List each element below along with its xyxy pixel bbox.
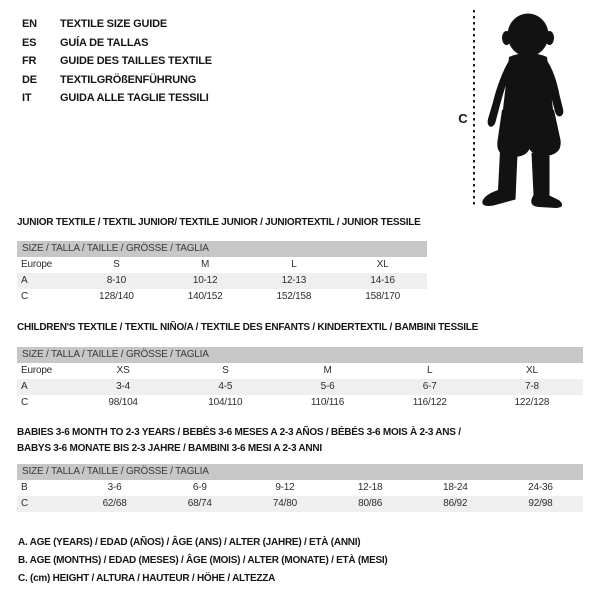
- language-row-es: ES GUÍA DE TALLAS: [22, 34, 212, 53]
- age-cell: 6-7: [422, 381, 437, 392]
- babies-section-title: BABIES 3-6 MONTH TO 2-3 YEARS / BEBÉS 3-…: [17, 425, 461, 457]
- age-cell: 12-13: [281, 275, 307, 286]
- age-cell: 10-12: [192, 275, 218, 286]
- footnote-age-years: A. AGE (YEARS) / EDAD (AÑOS) / ÂGE (ANS)…: [18, 537, 361, 548]
- size-cell: XL: [376, 259, 389, 270]
- height-cell: 86/92: [443, 498, 468, 509]
- age-cell: 24-36: [528, 482, 553, 493]
- baby-silhouette-icon: [482, 13, 564, 208]
- height-cell: 158/170: [365, 291, 400, 302]
- table-row-age: A 3-4 4-5 5-6 6-7 7-8: [17, 379, 583, 395]
- height-cell: 62/68: [102, 498, 127, 509]
- section-title-line: BABIES 3-6 MONTH TO 2-3 YEARS / BEBÉS 3-…: [17, 427, 461, 438]
- figure-height-label: C: [458, 111, 468, 126]
- junior-size-table: SIZE / TALLA / TAILLE / GRÖSSE / TAGLIA …: [17, 241, 427, 305]
- age-cell: 9-12: [275, 482, 295, 493]
- language-row-en: EN TEXTILE SIZE GUIDE: [22, 15, 212, 34]
- table-row-age-months: B 3-6 6-9 9-12 12-18 18-24 24-36: [17, 480, 583, 496]
- size-cell: M: [323, 365, 332, 376]
- language-code: IT: [22, 92, 32, 105]
- language-row-it: IT GUIDA ALLE TAGLIE TESSILI: [22, 89, 212, 108]
- row-label-cell: A: [21, 275, 28, 286]
- age-cell: 3-4: [116, 381, 131, 392]
- row-label-cell: A: [21, 381, 28, 392]
- height-cell: 74/80: [272, 498, 297, 509]
- row-label-cell: C: [21, 291, 29, 302]
- age-cell: 12-18: [357, 482, 383, 493]
- language-code: FR: [22, 55, 37, 68]
- row-label-cell: C: [21, 397, 29, 408]
- language-title: GUIDE DES TAILLES TEXTILE: [60, 55, 212, 68]
- age-cell: 14-16: [370, 275, 395, 286]
- language-code: ES: [22, 36, 37, 49]
- row-label-cell: C: [21, 498, 29, 509]
- table-row-height: C 128/140 140/152 152/158 158/170: [17, 289, 427, 305]
- height-cell: 104/110: [208, 397, 243, 408]
- age-cell: 8-10: [106, 275, 126, 286]
- height-cell: 110/116: [310, 397, 345, 408]
- size-cell: S: [113, 259, 120, 270]
- footnotes: A. AGE (YEARS) / EDAD (AÑOS) / ÂGE (ANS)…: [18, 534, 388, 588]
- table-header-bar: SIZE / TALLA / TAILLE / GRÖSSE / TAGLIA: [17, 347, 583, 363]
- size-cell: M: [201, 259, 210, 270]
- height-cell: 152/158: [276, 291, 312, 302]
- row-label-cell: Europe: [21, 365, 53, 376]
- language-title: TEXTILE SIZE GUIDE: [60, 18, 168, 31]
- size-cell: L: [427, 365, 433, 376]
- section-title-line: CHILDREN'S TEXTILE / TEXTIL NIÑO/A / TEX…: [17, 322, 479, 333]
- height-cell: 128/140: [99, 291, 134, 302]
- height-cell: 116/122: [412, 397, 447, 408]
- row-label-cell: B: [21, 482, 28, 493]
- table-row-height: C 62/68 68/74 74/80 80/86 86/92 92/98: [17, 496, 583, 512]
- age-cell: 5-6: [320, 381, 335, 392]
- table-row-europe: Europe XS S M L XL: [17, 363, 583, 379]
- table-header-bar: SIZE / TALLA / TAILLE / GRÖSSE / TAGLIA: [17, 464, 583, 480]
- junior-section-title: JUNIOR TEXTILE / TEXTIL JUNIOR/ TEXTILE …: [17, 215, 421, 231]
- babies-size-table: SIZE / TALLA / TAILLE / GRÖSSE / TAGLIA …: [17, 464, 583, 512]
- age-cell: 3-6: [107, 482, 122, 493]
- table-row-europe: Europe S M L XL: [17, 257, 427, 273]
- height-cell: 122/128: [514, 397, 550, 408]
- height-cell: 92/98: [528, 498, 553, 509]
- section-title-line: BABYS 3-6 MONATE BIS 2-3 JAHRE / BAMBINI…: [17, 443, 322, 454]
- age-cell: 4-5: [218, 381, 233, 392]
- height-cell: 98/104: [108, 397, 138, 408]
- language-code: EN: [22, 18, 37, 31]
- row-label-cell: Europe: [21, 259, 53, 270]
- children-size-table: SIZE / TALLA / TAILLE / GRÖSSE / TAGLIA …: [17, 347, 583, 411]
- age-cell: 7-8: [524, 381, 539, 392]
- language-title: GUIDA ALLE TAGLIE TESSILI: [60, 92, 209, 105]
- size-cell: L: [291, 259, 297, 270]
- size-cell: XS: [116, 365, 130, 376]
- language-code: DE: [22, 73, 37, 86]
- language-guide-list: EN TEXTILE SIZE GUIDE ES GUÍA DE TALLAS …: [22, 15, 212, 108]
- height-cell: 68/74: [187, 498, 212, 509]
- footnote-age-months: B. AGE (MONTHS) / EDAD (MESES) / ÂGE (MO…: [18, 555, 388, 566]
- section-title-line: JUNIOR TEXTILE / TEXTIL JUNIOR/ TEXTILE …: [17, 217, 421, 228]
- size-cell: XL: [525, 365, 538, 376]
- age-cell: 6-9: [192, 482, 207, 493]
- language-title: TEXTILGRÖßENFÜHRUNG: [60, 73, 197, 86]
- table-header-bar: SIZE / TALLA / TAILLE / GRÖSSE / TAGLIA: [17, 241, 427, 257]
- baby-height-figure: C: [458, 10, 564, 208]
- language-row-de: DE TEXTILGRÖßENFÜHRUNG: [22, 71, 212, 90]
- children-section-title: CHILDREN'S TEXTILE / TEXTIL NIÑO/A / TEX…: [17, 320, 478, 336]
- age-cell: 18-24: [442, 482, 468, 493]
- height-cell: 140/152: [187, 291, 223, 302]
- table-row-age: A 8-10 10-12 12-13 14-16: [17, 273, 427, 289]
- language-title: GUÍA DE TALLAS: [60, 36, 149, 49]
- table-row-height: C 98/104 104/110 110/116 116/122 122/128: [17, 395, 583, 411]
- size-cell: S: [222, 365, 229, 376]
- footnote-height: C. (cm) HEIGHT / ALTURA / HAUTEUR / HÖHE…: [18, 573, 276, 584]
- language-row-fr: FR GUIDE DES TAILLES TEXTILE: [22, 52, 212, 71]
- height-cell: 80/86: [358, 498, 383, 509]
